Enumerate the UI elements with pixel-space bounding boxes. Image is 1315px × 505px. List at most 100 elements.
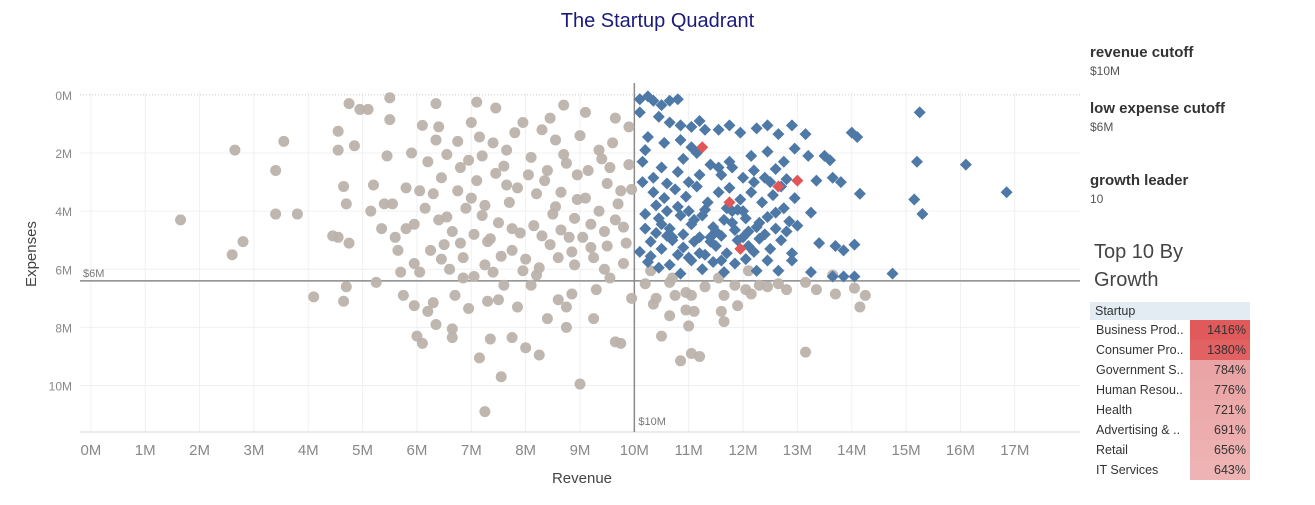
- table-row[interactable]: Human Resou.. 776%: [1090, 380, 1250, 400]
- startup-diamond: [734, 242, 747, 255]
- startup-diamond: [761, 210, 774, 223]
- startup-diamond: [772, 180, 785, 193]
- startup-point: [414, 185, 426, 197]
- startup-diamond: [728, 257, 741, 270]
- startup-point: [400, 223, 412, 235]
- startup-diamond: [712, 186, 725, 199]
- startup-diamond: [837, 270, 850, 283]
- startup-diamond: [726, 161, 739, 174]
- startup-diamond: [682, 205, 695, 218]
- startup-point: [427, 188, 439, 200]
- startup-point: [517, 117, 529, 129]
- table-row[interactable]: Consumer Pro.. 1380%: [1090, 340, 1250, 360]
- startup-point: [338, 180, 350, 192]
- startup-point: [468, 271, 480, 283]
- startup-point: [378, 198, 390, 210]
- startup-point: [406, 147, 418, 159]
- growth-value: 656%: [1190, 440, 1250, 460]
- startup-point: [492, 294, 504, 306]
- startup-point: [604, 162, 616, 174]
- startup-point: [340, 281, 352, 293]
- x-tick-label: 3M: [243, 442, 264, 459]
- startup-diamond: [908, 193, 921, 206]
- startup-point: [623, 159, 635, 171]
- startup-diamond: [663, 94, 676, 107]
- startup-point: [566, 288, 578, 300]
- startup-point: [623, 121, 635, 133]
- startup-point: [387, 198, 398, 210]
- startup-diamond: [647, 186, 660, 199]
- x-tick-label: 2M: [189, 442, 210, 459]
- startup-point: [487, 266, 499, 278]
- startup-diamond: [690, 180, 703, 193]
- table-row[interactable]: IT Services 643%: [1090, 460, 1250, 480]
- startup-point: [688, 305, 700, 317]
- startup-point: [683, 320, 695, 332]
- table-row[interactable]: Advertising & .. 691%: [1090, 420, 1250, 440]
- x-tick-label: 1M: [135, 442, 156, 459]
- startup-point: [392, 244, 404, 256]
- startup-diamond: [788, 192, 801, 205]
- startup-point: [463, 302, 475, 314]
- startup-point: [753, 279, 765, 291]
- startup-point: [362, 103, 374, 115]
- startup-point: [457, 252, 469, 264]
- startup-diamond: [644, 235, 657, 248]
- startup-diamond: [916, 208, 929, 221]
- startup-point: [525, 279, 537, 291]
- startup-diamond: [693, 231, 706, 244]
- startup-point: [444, 263, 456, 275]
- startup-diamond: [671, 165, 684, 178]
- startup-diamond: [745, 186, 758, 199]
- growth-value: 721%: [1190, 400, 1250, 420]
- startup-point: [395, 266, 407, 278]
- startup-diamond: [826, 171, 839, 184]
- startup-point: [675, 355, 687, 367]
- startup-point: [762, 281, 773, 293]
- startup-point: [490, 167, 502, 179]
- table-row[interactable]: Retail 656%: [1090, 440, 1250, 460]
- startup-diamond: [663, 116, 676, 129]
- growth-leader-parameter[interactable]: growth leader 10: [1090, 172, 1188, 206]
- startup-point: [585, 241, 597, 253]
- revenue-cutoff-parameter[interactable]: revenue cutoff $10M: [1090, 44, 1193, 78]
- startup-point: [550, 201, 562, 213]
- startup-diamond: [696, 263, 709, 276]
- startup-point: [479, 259, 491, 271]
- low-expense-cutoff-parameter[interactable]: low expense cutoff $6M: [1090, 100, 1225, 134]
- startup-diamond: [655, 161, 668, 174]
- startup-point: [433, 121, 445, 133]
- startup-diamond: [834, 176, 847, 189]
- startup-point: [626, 183, 638, 195]
- startup-point: [656, 330, 668, 342]
- startup-point: [859, 289, 871, 301]
- startup-point: [446, 332, 458, 344]
- startup-diamond: [848, 238, 861, 251]
- startup-diamond: [723, 196, 736, 209]
- startup-point: [745, 288, 757, 300]
- startup-diamond: [647, 94, 660, 107]
- startup-name: Health: [1096, 403, 1133, 417]
- startup-point: [536, 124, 548, 136]
- startup-diamond: [669, 183, 682, 196]
- y-tick-label: 0M: [55, 89, 72, 103]
- startup-point: [308, 291, 320, 303]
- growth-value: 784%: [1190, 360, 1250, 380]
- table-row[interactable]: Health 721%: [1090, 400, 1250, 420]
- startup-diamond: [750, 264, 763, 277]
- table-row[interactable]: Government S.. 784%: [1090, 360, 1250, 380]
- startup-point: [566, 246, 578, 258]
- x-tick-label: 5M: [352, 442, 373, 459]
- startup-diamond: [723, 181, 736, 194]
- x-tick-label: 4M: [298, 442, 319, 459]
- startup-point: [479, 406, 491, 418]
- startup-diamond: [731, 203, 744, 216]
- startup-diamond: [715, 254, 728, 267]
- table-row[interactable]: Business Prod.. 1416%: [1090, 320, 1250, 340]
- startup-diamond: [677, 241, 690, 254]
- startup-point: [506, 223, 518, 235]
- startup-point: [520, 342, 532, 354]
- startup-point: [596, 153, 608, 165]
- startup-diamond: [747, 164, 760, 177]
- startup-diamond: [848, 270, 861, 283]
